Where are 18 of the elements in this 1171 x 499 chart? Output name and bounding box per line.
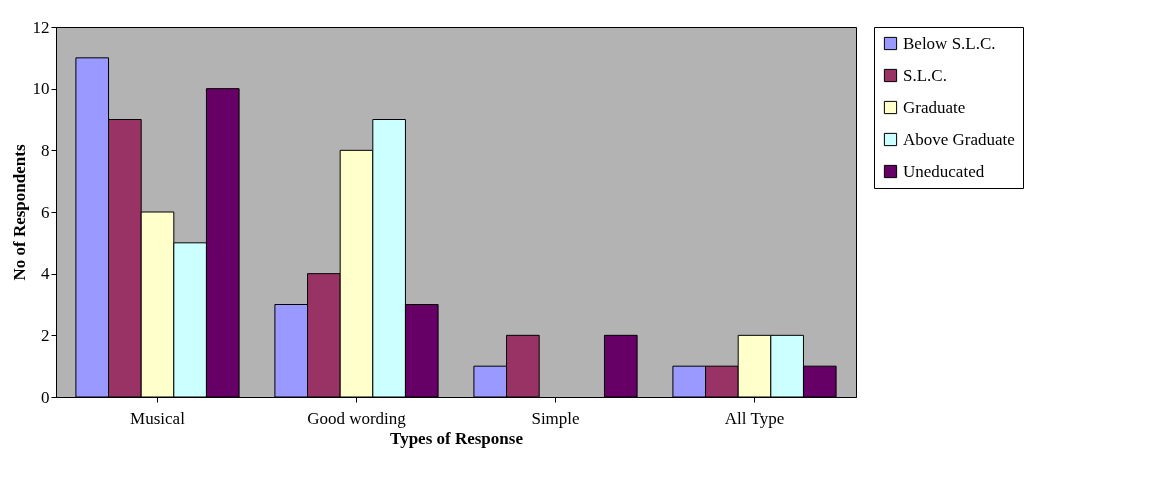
y-tick-label: 12 <box>32 17 50 37</box>
legend-label: Above Graduate <box>903 129 1015 149</box>
y-tick-label: 4 <box>41 264 50 284</box>
y-tick-label: 8 <box>41 140 50 160</box>
x-tick-label: Simple <box>531 408 580 428</box>
legend-label: Uneducated <box>903 161 985 181</box>
legend-label: Below S.L.C. <box>903 33 996 53</box>
x-tick-label: Good wording <box>307 408 407 428</box>
y-tick-label: 0 <box>41 387 50 407</box>
y-axis-title: No of Respondents <box>9 144 29 281</box>
legend-label: S.L.C. <box>903 65 947 85</box>
legend-label: Graduate <box>903 97 966 117</box>
y-tick-label: 10 <box>32 79 50 99</box>
x-axis-title: Types of Response <box>390 428 524 448</box>
y-tick-label: 2 <box>41 325 50 345</box>
y-tick-label: 6 <box>41 202 50 222</box>
x-tick-label: Musical <box>130 408 186 428</box>
x-tick-label: All Type <box>724 408 785 428</box>
